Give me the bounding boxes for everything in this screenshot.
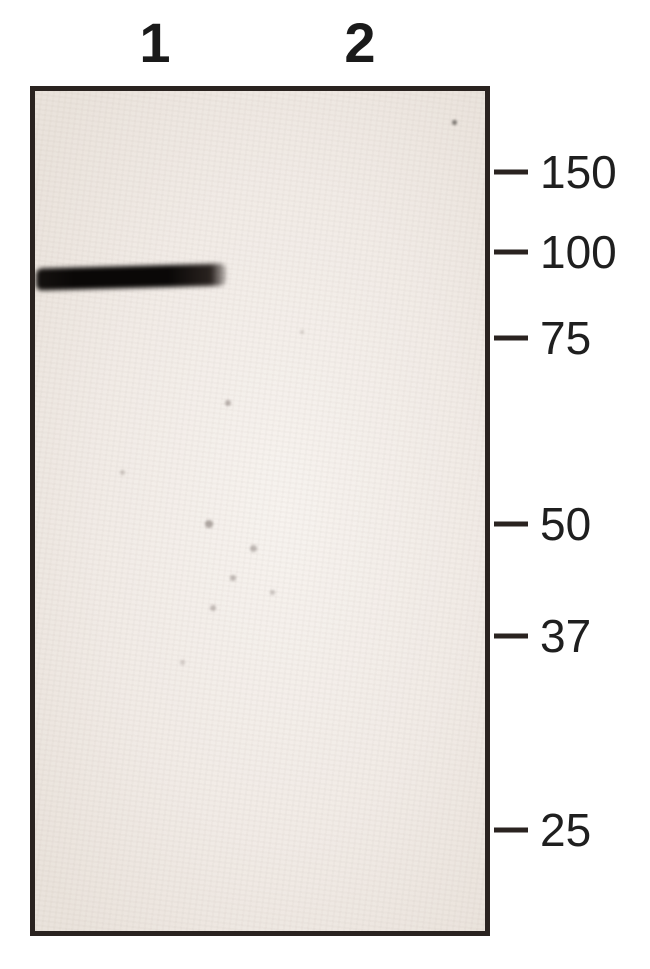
marker-label-50: 50 (540, 497, 591, 551)
membrane-noise (35, 91, 485, 931)
speck-3 (230, 575, 236, 581)
speck-7 (452, 120, 457, 125)
marker-label-100: 100 (540, 225, 617, 279)
marker-label-37: 37 (540, 609, 591, 663)
blot-membrane (30, 86, 490, 936)
speck-5 (210, 605, 216, 611)
band-lane-1 (36, 264, 226, 291)
marker-tick-50 (494, 522, 528, 527)
speck-8 (300, 330, 304, 334)
lane-label-2: 2 (344, 10, 375, 75)
marker-label-75: 75 (540, 311, 591, 365)
marker-tick-100 (494, 250, 528, 255)
marker-tick-75 (494, 336, 528, 341)
marker-tick-150 (494, 170, 528, 175)
lane-label-1: 1 (139, 10, 170, 75)
marker-label-150: 150 (540, 145, 617, 199)
speck-9 (180, 660, 185, 665)
speck-4 (270, 590, 275, 595)
blot-membrane-surface (35, 91, 485, 931)
western-blot-figure: 1 2 150 100 75 50 37 25 (0, 0, 650, 969)
speck-0 (225, 400, 231, 406)
speck-2 (250, 545, 257, 552)
speck-1 (205, 520, 213, 528)
marker-tick-37 (494, 634, 528, 639)
marker-tick-25 (494, 828, 528, 833)
marker-label-25: 25 (540, 803, 591, 857)
speck-6 (120, 470, 125, 475)
